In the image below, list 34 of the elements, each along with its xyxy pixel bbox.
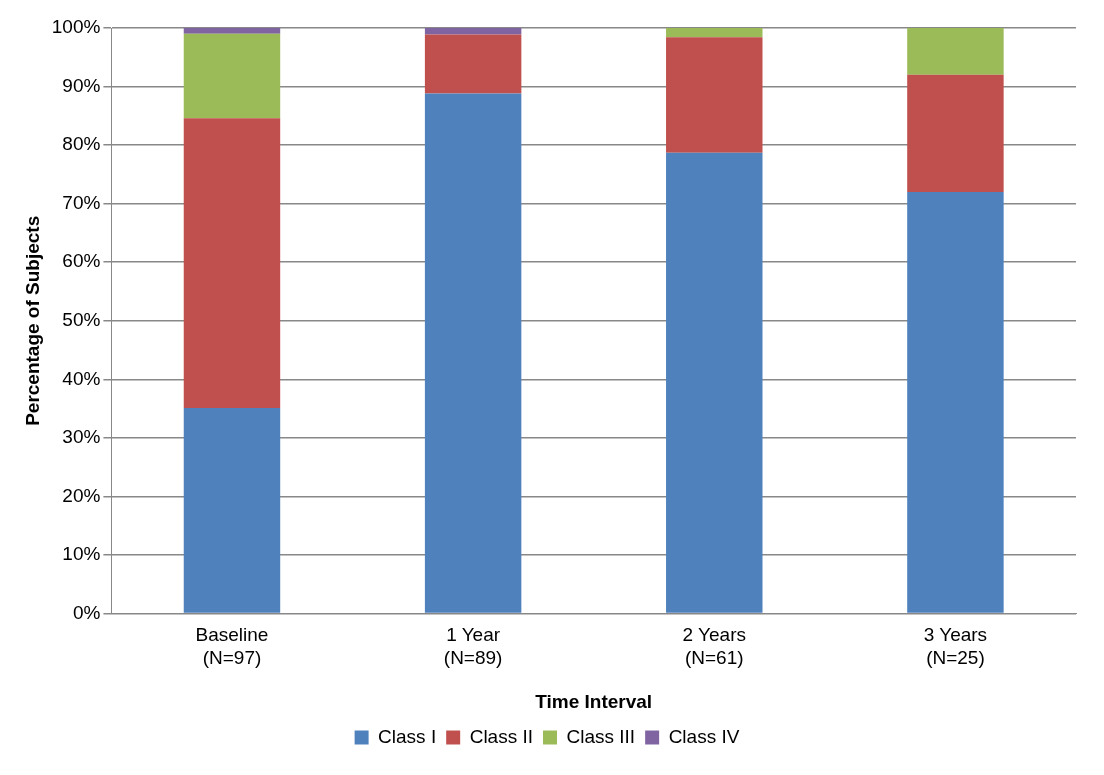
y-tick-label: 90% (62, 74, 101, 96)
y-tick-label: 30% (62, 426, 101, 448)
y-tick-label: 0% (72, 601, 101, 623)
y-tick-label: 50% (62, 309, 101, 331)
bar (424, 28, 522, 35)
bar (666, 28, 763, 38)
x-tick-label: Baseline (N=97) (195, 624, 269, 669)
x-tick-label: 3 Years (N=25) (923, 624, 988, 669)
x-tick-label: 1 Year (N=89) (443, 624, 503, 669)
legend-label: Class I (378, 725, 437, 747)
y-tick-label: 20% (62, 484, 101, 506)
bar (907, 191, 1004, 613)
y-tick-label: 80% (62, 133, 101, 155)
bar (183, 118, 281, 409)
bar (666, 152, 763, 613)
legend-label: Class II (469, 725, 534, 747)
bar (183, 408, 281, 613)
bar (907, 74, 1004, 192)
y-tick-label: 40% (62, 367, 101, 389)
legend-label: Class III (566, 725, 636, 747)
y-axis-title: Percentage of Subjects (21, 215, 43, 426)
y-tick-label: 60% (62, 250, 101, 272)
x-tick-label: 2 Years (N=61) (682, 624, 746, 669)
x-axis-title: Time Interval (535, 690, 653, 712)
y-tick-label: 70% (62, 191, 101, 213)
bar (424, 93, 522, 613)
bar (183, 33, 281, 119)
bar (907, 28, 1004, 75)
bar (666, 37, 763, 153)
y-tick-label: 10% (62, 543, 101, 565)
y-tick-label: 100% (51, 16, 101, 38)
bar (424, 34, 522, 94)
bar (183, 28, 281, 34)
legend-label: Class IV (668, 725, 740, 747)
